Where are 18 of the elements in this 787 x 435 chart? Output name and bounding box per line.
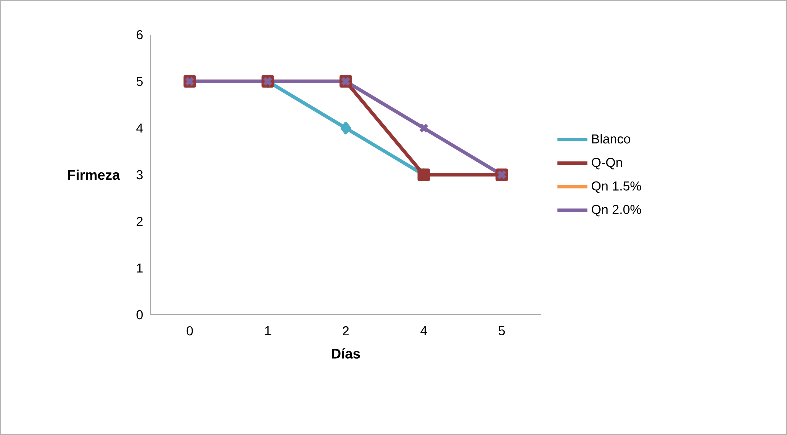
legend-label: Qn 1.5% [592,182,642,194]
x-tick-label: 4 [420,326,428,336]
x-tick-label: 5 [498,326,506,336]
y-tick-label: 6 [136,30,143,40]
y-tick-label: 5 [136,77,143,86]
x-tick-label: 0 [186,326,194,336]
y-tick-label: 3 [136,170,143,180]
legend-label: Blanco [592,134,630,144]
y-axis-title: Firmeza [68,170,120,180]
y-tick-label: 4 [136,124,144,133]
x-tick-label: 2 [343,326,349,336]
legend-label: Q-Qn [592,158,622,170]
y-tick-label: 1 [137,264,143,273]
x-tick-label: 1 [265,326,271,336]
y-tick-label: 0 [136,310,143,320]
legend-label: Qn 2.0% [592,205,642,217]
y-tick-label: 2 [136,217,143,226]
x-axis-title: Días [332,348,360,359]
